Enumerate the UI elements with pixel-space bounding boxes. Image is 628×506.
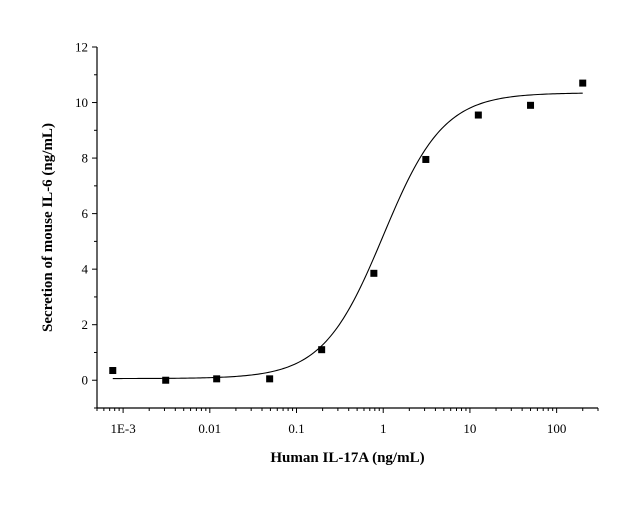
data-point (422, 155, 430, 163)
y-tick-label: 2 (82, 317, 89, 332)
data-point (109, 367, 117, 375)
data-point (579, 79, 587, 87)
data-point (266, 375, 274, 383)
y-tick-label: 12 (75, 40, 88, 55)
data-point (318, 346, 326, 354)
x-tick-label: 0.01 (198, 421, 221, 436)
x-axis-title: Human IL-17A (ng/mL) (270, 450, 424, 466)
x-tick-label: 100 (547, 421, 567, 436)
fit-curve-layer (112, 92, 583, 380)
y-tick-label: 4 (82, 262, 89, 277)
data-point (474, 111, 482, 119)
data-point (213, 375, 221, 383)
data-point (370, 269, 378, 277)
axes: 0 2 4 6 8 10 12 1E-3 0.01 0.1 1 10 100 (75, 40, 599, 436)
x-tick-label: 1E-3 (110, 421, 135, 436)
y-tick-label: 0 (82, 373, 89, 388)
fit-curve (112, 92, 583, 380)
y-tick-label: 8 (82, 151, 89, 166)
x-tick-label: 0.1 (288, 421, 304, 436)
x-tick-label: 10 (463, 421, 476, 436)
data-point (162, 376, 170, 384)
y-axis-title: Secretion of mouse IL-6 (ng/mL) (40, 123, 56, 332)
data-point (527, 101, 535, 109)
y-tick-label: 10 (75, 95, 88, 110)
labels-layer: Human IL-17A (ng/mL) Secretion of mouse … (40, 123, 425, 466)
y-tick-label: 6 (82, 206, 89, 221)
data-points-layer (109, 79, 587, 384)
x-tick-label: 1 (380, 421, 387, 436)
